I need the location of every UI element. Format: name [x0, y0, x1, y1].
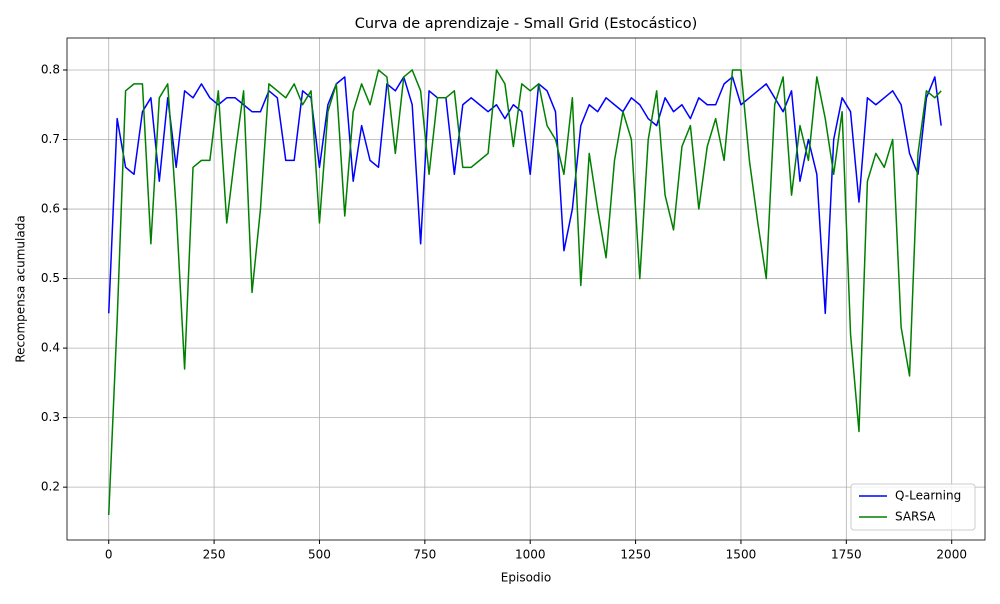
plot-frame	[66, 37, 986, 541]
y-tick-label: 0.3	[41, 410, 60, 424]
x-tick-label: 1750	[831, 548, 862, 562]
y-tick-label: 0.8	[41, 62, 60, 76]
x-tick-label: 0	[105, 548, 113, 562]
x-tick-label: 750	[413, 548, 436, 562]
x-tick-label: 1500	[726, 548, 757, 562]
chart-title: Curva de aprendizaje - Small Grid (Estoc…	[355, 16, 698, 32]
legend-label: SARSA	[895, 510, 936, 524]
y-axis-label: Recompensa acumulada	[14, 215, 28, 362]
legend-label: Q-Learning	[895, 489, 961, 503]
y-tick-label: 0.6	[41, 202, 60, 216]
y-tick-label: 0.4	[41, 341, 60, 355]
x-tick-label: 250	[203, 548, 226, 562]
line-series	[107, 76, 942, 315]
x-tick-label: 1000	[515, 548, 546, 562]
x-axis-label: Episodio	[501, 571, 551, 585]
line-series	[107, 69, 942, 516]
y-tick-label: 0.7	[41, 132, 60, 146]
x-tick-label: 2000	[936, 548, 967, 562]
x-tick-label: 500	[308, 548, 331, 562]
y-tick-label: 0.5	[41, 271, 60, 285]
x-tick-label: 1250	[620, 548, 651, 562]
y-tick-label: 0.2	[41, 480, 60, 494]
